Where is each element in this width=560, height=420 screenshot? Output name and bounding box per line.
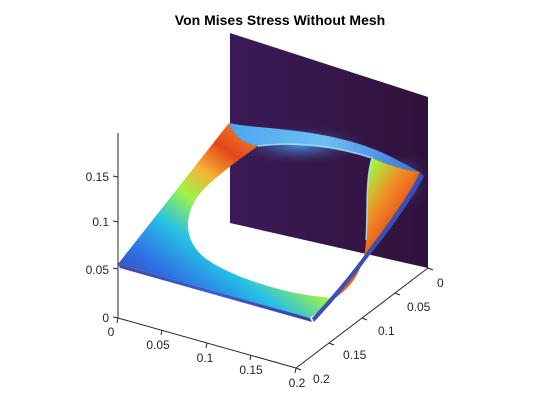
z-tick-label: 0 (102, 311, 109, 325)
x-tick-label: 0.2 (289, 376, 306, 390)
x-tick-label: 0 (108, 325, 115, 339)
y-axis: 0 0.05 0.1 0.15 0.2 (295, 267, 444, 386)
plate-right-arm-surface (312, 158, 420, 318)
hole-rim (257, 143, 373, 241)
z-tick-label: 0.15 (86, 170, 110, 184)
chart-title: Von Mises Stress Without Mesh (175, 12, 385, 28)
z-tick-label: 0.05 (86, 263, 110, 277)
plate-left-arm-surface (118, 123, 335, 318)
y-tick-label: 0.1 (378, 324, 395, 338)
x-tick-label: 0.1 (197, 351, 214, 365)
x-tick-label: 0.15 (239, 363, 263, 377)
x-axis: 0 0.05 0.1 0.15 0.2 (108, 317, 306, 390)
z-tick-label: 0.1 (92, 215, 109, 229)
y-tick-label: 0.05 (407, 300, 431, 314)
plate-front-edge (118, 264, 312, 322)
y-tick-label: 0 (437, 276, 444, 290)
y-tick-label: 0.15 (343, 348, 367, 362)
plate-top-band-surface (229, 123, 420, 172)
y-tick-label: 0.2 (313, 372, 330, 386)
plate-right-edge (312, 172, 424, 322)
z-axis: 0 0.05 0.1 0.15 (86, 133, 119, 325)
x-tick-label: 0.05 (146, 338, 170, 352)
